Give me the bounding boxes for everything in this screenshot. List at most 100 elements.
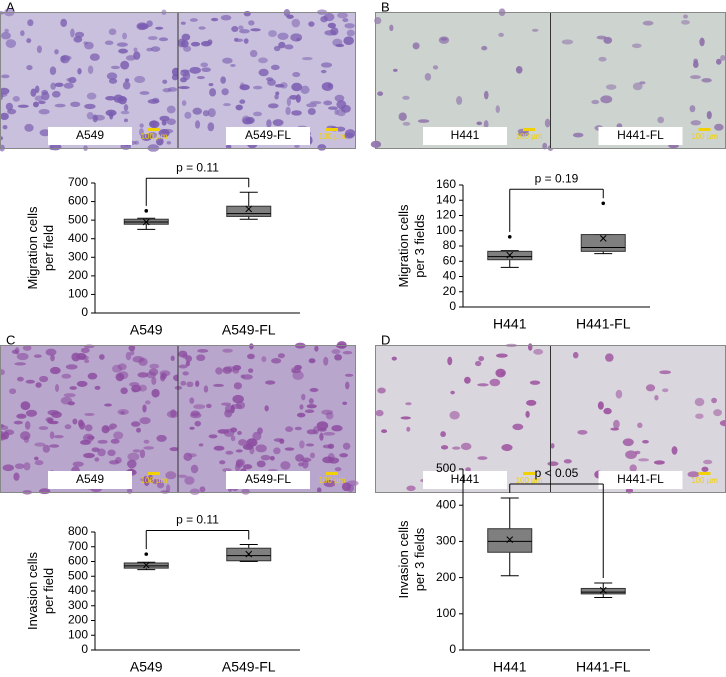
cell — [563, 459, 572, 464]
cell — [474, 360, 482, 367]
cell — [198, 26, 206, 30]
cell — [597, 401, 604, 410]
cell — [629, 464, 637, 473]
cell — [322, 444, 333, 449]
box — [580, 587, 626, 595]
cell — [477, 456, 488, 460]
cell — [16, 352, 29, 361]
cell — [151, 388, 160, 398]
cell — [235, 104, 243, 111]
cell — [687, 471, 700, 478]
cell — [331, 349, 341, 355]
scale-bar — [523, 472, 535, 475]
cell — [146, 47, 153, 52]
cell — [323, 100, 333, 106]
cell — [280, 461, 291, 470]
micrograph — [550, 345, 726, 493]
cell — [327, 22, 336, 29]
y-tick-label: 0 — [81, 305, 88, 319]
cell — [80, 347, 90, 354]
cell — [639, 81, 646, 85]
cell — [600, 95, 613, 104]
cell — [136, 427, 141, 433]
cell — [657, 116, 665, 124]
cell — [267, 79, 276, 86]
cell — [234, 38, 244, 43]
cell — [273, 447, 281, 455]
cell — [308, 21, 315, 27]
scale-bar — [326, 128, 338, 131]
cell — [340, 104, 351, 113]
cell — [239, 29, 250, 34]
cell — [16, 376, 24, 382]
cell — [223, 366, 236, 372]
cell — [147, 131, 158, 139]
cell — [512, 423, 524, 431]
cell — [242, 117, 253, 125]
scale-label: 100 µm — [691, 132, 718, 141]
box — [487, 528, 533, 553]
cell — [550, 443, 555, 449]
cell — [162, 88, 172, 93]
cell — [247, 353, 255, 360]
image-caption: H441 — [451, 472, 480, 486]
cell — [49, 366, 61, 375]
caption-box — [226, 471, 310, 489]
y-tick-label: 300 — [68, 598, 88, 612]
cell — [182, 371, 189, 376]
image-border — [0, 345, 356, 493]
cell — [178, 86, 190, 90]
cell — [260, 454, 271, 461]
scale-label: 100 µm — [141, 132, 168, 141]
image-caption: A549 — [76, 472, 104, 486]
cell — [345, 381, 350, 390]
cell — [309, 452, 316, 459]
cell — [265, 380, 276, 385]
cell — [208, 83, 214, 87]
cell — [169, 447, 179, 452]
cell — [230, 63, 236, 67]
cell — [706, 110, 712, 120]
cell — [632, 82, 643, 91]
micrograph — [178, 345, 356, 493]
cell — [113, 431, 124, 440]
scale-bar — [148, 128, 160, 131]
cell — [203, 385, 209, 393]
cell — [122, 81, 131, 90]
cell — [25, 379, 35, 384]
y-axis-label-line: per field — [41, 568, 56, 614]
cell — [241, 374, 253, 380]
cell — [151, 120, 157, 127]
cell — [291, 18, 301, 28]
cell — [49, 431, 55, 439]
cell — [20, 401, 31, 411]
cell — [596, 35, 607, 40]
caption-box — [48, 127, 132, 145]
cell — [258, 57, 268, 64]
cell — [89, 53, 100, 61]
cell — [116, 42, 128, 47]
cell — [190, 410, 201, 417]
cell — [30, 88, 37, 97]
scale-bar — [326, 472, 338, 475]
cell — [213, 445, 225, 451]
cell — [344, 373, 354, 377]
cell — [642, 20, 654, 26]
cell — [122, 32, 128, 40]
cell — [17, 104, 29, 108]
cell — [211, 17, 219, 22]
cell — [328, 457, 340, 464]
significance-bracket — [509, 188, 604, 232]
cell — [402, 121, 411, 126]
cell — [221, 88, 229, 96]
cell — [120, 411, 125, 415]
mean-marker — [599, 235, 607, 242]
cell — [139, 417, 151, 425]
y-axis-label-line: Migration cells — [25, 206, 40, 290]
cell — [166, 118, 176, 125]
cell — [123, 118, 129, 123]
x-tick-label: H441 — [493, 659, 527, 675]
cell — [291, 367, 296, 374]
cell — [464, 376, 471, 384]
caption-box — [598, 471, 683, 489]
